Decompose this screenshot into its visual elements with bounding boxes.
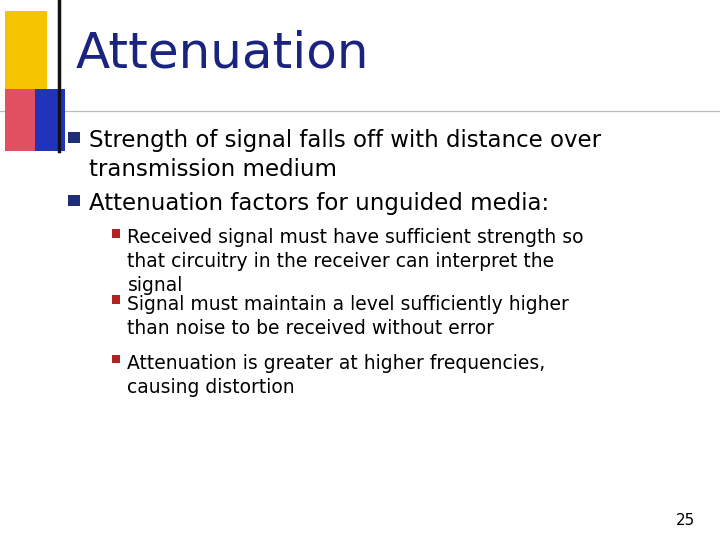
Text: Strength of signal falls off with distance over
transmission medium: Strength of signal falls off with distan… <box>89 129 600 181</box>
Text: Attenuation: Attenuation <box>76 30 369 78</box>
Text: Attenuation is greater at higher frequencies,
causing distortion: Attenuation is greater at higher frequen… <box>127 354 546 397</box>
FancyBboxPatch shape <box>5 11 47 89</box>
FancyBboxPatch shape <box>5 89 59 151</box>
Text: Received signal must have sufficient strength so
that circuitry in the receiver : Received signal must have sufficient str… <box>127 228 584 295</box>
Text: 25: 25 <box>675 513 695 528</box>
FancyBboxPatch shape <box>112 229 120 238</box>
FancyBboxPatch shape <box>35 89 65 151</box>
FancyBboxPatch shape <box>112 355 120 363</box>
FancyBboxPatch shape <box>68 132 80 143</box>
FancyBboxPatch shape <box>112 295 120 304</box>
Text: Attenuation factors for unguided media:: Attenuation factors for unguided media: <box>89 192 549 215</box>
FancyBboxPatch shape <box>68 195 80 206</box>
Text: Signal must maintain a level sufficiently higher
than noise to be received witho: Signal must maintain a level sufficientl… <box>127 295 570 338</box>
